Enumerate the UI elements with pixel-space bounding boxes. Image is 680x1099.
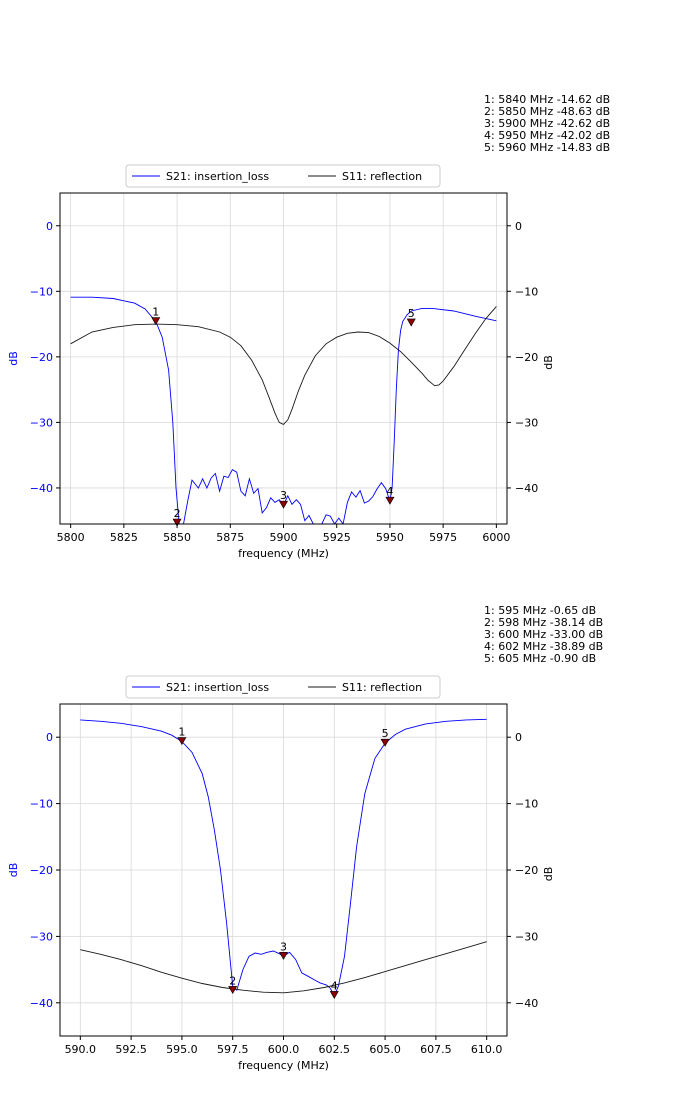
y-right-tick-label: −30 bbox=[515, 416, 538, 429]
y-right-tick-label: −10 bbox=[515, 798, 538, 811]
marker-label-3: 3 bbox=[280, 940, 287, 953]
legend-label-s21: S21: insertion_loss bbox=[166, 170, 269, 183]
marker-table-row: 5: 5960 MHz -14.83 dB bbox=[484, 141, 610, 154]
y-left-tick-label: −10 bbox=[30, 285, 53, 298]
x-tick-label: 602.5 bbox=[319, 1043, 351, 1056]
y-right-axis-label: dB bbox=[542, 355, 555, 370]
marker-label-3: 3 bbox=[280, 489, 287, 502]
y-left-tick-label: −30 bbox=[30, 930, 53, 943]
y-right-tick-label: −40 bbox=[515, 482, 538, 495]
marker-table-row: 5: 605 MHz -0.90 dB bbox=[484, 652, 596, 665]
marker-table-row: 4: 602 MHz -38.89 dB bbox=[484, 640, 603, 653]
marker-label-4: 4 bbox=[386, 485, 393, 498]
x-tick-label: 6000 bbox=[482, 531, 510, 544]
marker-table-row: 1: 5840 MHz -14.62 dB bbox=[484, 93, 610, 106]
marker-5 bbox=[380, 738, 390, 747]
marker-table-row: 3: 5900 MHz -42.62 dB bbox=[484, 117, 610, 130]
x-tick-label: 595.0 bbox=[166, 1043, 198, 1056]
marker-3 bbox=[278, 500, 289, 509]
x-tick-label: 610.0 bbox=[471, 1043, 503, 1056]
marker-1 bbox=[151, 317, 161, 326]
x-tick-label: 5850 bbox=[163, 531, 191, 544]
x-axis-label: frequency (MHz) bbox=[238, 1059, 329, 1072]
marker-label-5: 5 bbox=[382, 727, 389, 740]
marker-label-1: 1 bbox=[152, 306, 159, 319]
marker-2 bbox=[172, 518, 182, 527]
legend-label-s11: S11: reflection bbox=[342, 681, 422, 694]
legend-box bbox=[125, 164, 441, 188]
marker-table-row: 1: 595 MHz -0.65 dB bbox=[484, 604, 596, 617]
legend: S21: insertion_loss S11: reflection bbox=[125, 675, 441, 699]
marker-4 bbox=[329, 991, 339, 1000]
marker-4 bbox=[385, 496, 395, 505]
marker-table-row: 2: 598 MHz -38.14 dB bbox=[484, 616, 603, 629]
x-tick-label: 5800 bbox=[57, 531, 85, 544]
marker-label-1: 1 bbox=[178, 726, 185, 739]
x-tick-label: 5950 bbox=[376, 531, 404, 544]
marker-5 bbox=[406, 318, 416, 327]
y-left-tick-label: 0 bbox=[46, 220, 53, 233]
marker-label-5: 5 bbox=[408, 307, 415, 320]
x-tick-label: 607.5 bbox=[420, 1043, 452, 1056]
x-tick-label: 592.5 bbox=[115, 1043, 147, 1056]
x-tick-label: 5900 bbox=[270, 531, 298, 544]
y-right-tick-label: −20 bbox=[515, 864, 538, 877]
y-right-axis-label: dB bbox=[542, 867, 555, 882]
y-left-tick-label: −40 bbox=[30, 482, 53, 495]
marker-table-row: 3: 600 MHz -33.00 dB bbox=[484, 628, 603, 641]
legend-label-s21: S21: insertion_loss bbox=[166, 681, 269, 694]
chart-1: 1 2 3 4 5 5800 5825 5850 5875 5900 5925 5950 5975 600… bbox=[7, 93, 610, 560]
y-left-tick-label: −40 bbox=[30, 997, 53, 1010]
marker-1 bbox=[177, 737, 187, 746]
y-left-tick-label: −30 bbox=[30, 416, 53, 429]
y-left-axis-label: dB bbox=[7, 863, 20, 878]
x-tick-label: 5825 bbox=[110, 531, 138, 544]
marker-label-2: 2 bbox=[229, 974, 236, 987]
marker-2 bbox=[228, 986, 238, 995]
series-line-s11 bbox=[70, 306, 497, 425]
y-right-tick-label: −10 bbox=[515, 285, 538, 298]
chart-2: 1 2 3 4 5 590.0 592.5 595.0 597.5 600.0 602.5 605.0… bbox=[7, 604, 603, 1072]
y-right-tick-label: 0 bbox=[515, 731, 522, 744]
y-right-tick-label: 0 bbox=[515, 220, 522, 233]
marker-table-row: 2: 5850 MHz -48.63 dB bbox=[484, 105, 610, 118]
y-left-tick-label: −20 bbox=[30, 351, 53, 364]
y-left-axis-label: dB bbox=[7, 351, 20, 366]
y-left-tick-label: 0 bbox=[46, 731, 53, 744]
x-tick-label: 605.0 bbox=[369, 1043, 401, 1056]
x-tick-label: 590.0 bbox=[65, 1043, 97, 1056]
x-tick-label: 597.5 bbox=[217, 1043, 249, 1056]
series-line-s21 bbox=[70, 296, 497, 524]
legend-box bbox=[125, 675, 441, 699]
marker-label-4: 4 bbox=[331, 979, 338, 992]
legend-label-s11: S11: reflection bbox=[342, 170, 422, 183]
y-right-tick-label: −40 bbox=[515, 997, 538, 1010]
x-tick-label: 5925 bbox=[323, 531, 351, 544]
marker-3 bbox=[278, 952, 289, 960]
marker-table-row: 4: 5950 MHz -42.02 dB bbox=[484, 129, 610, 142]
y-right-tick-label: −30 bbox=[515, 930, 538, 943]
x-tick-label: 600.0 bbox=[268, 1043, 300, 1056]
x-axis-label: frequency (MHz) bbox=[238, 547, 329, 560]
x-tick-label: 5975 bbox=[429, 531, 457, 544]
marker-label-2: 2 bbox=[174, 507, 181, 520]
y-left-tick-label: −20 bbox=[30, 864, 53, 877]
legend: S21: insertion_loss S11: reflection bbox=[125, 164, 441, 188]
series-line-s11 bbox=[80, 941, 487, 994]
y-right-tick-label: −20 bbox=[515, 351, 538, 364]
x-tick-label: 5875 bbox=[216, 531, 244, 544]
y-left-tick-label: −10 bbox=[30, 798, 53, 811]
